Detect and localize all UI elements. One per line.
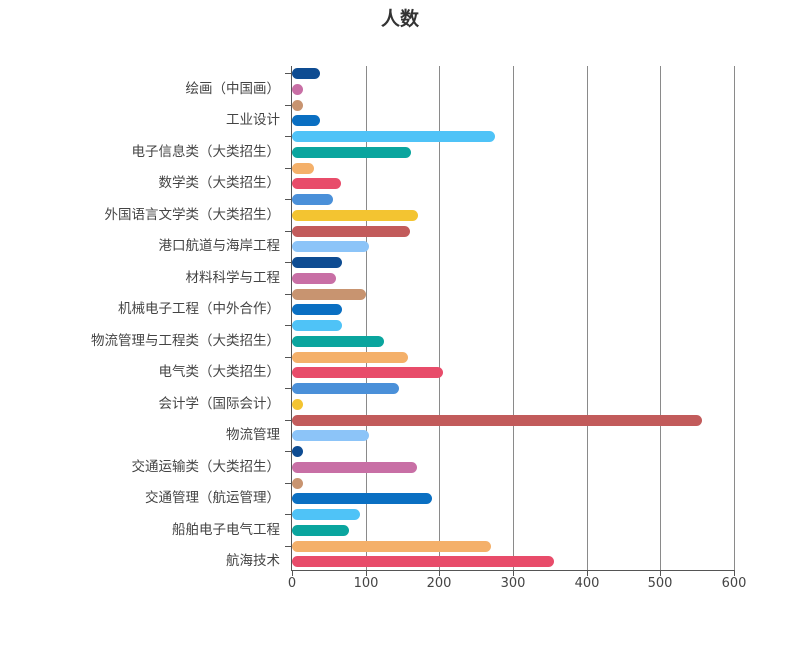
bar[interactable] xyxy=(292,320,343,331)
y-tick xyxy=(285,325,291,326)
bar[interactable] xyxy=(292,415,703,426)
bar[interactable] xyxy=(292,352,408,363)
x-tick xyxy=(734,570,735,576)
y-category-label: 会计学（国际会计） xyxy=(158,396,281,412)
bar[interactable] xyxy=(292,115,320,126)
y-tick xyxy=(285,546,291,547)
y-tick xyxy=(285,262,291,263)
y-tick xyxy=(285,231,291,232)
x-tick-label: 100 xyxy=(353,576,379,591)
bar[interactable] xyxy=(292,478,303,489)
bar[interactable] xyxy=(292,336,385,347)
bar[interactable] xyxy=(292,194,334,205)
x-tick xyxy=(366,570,367,576)
y-category-label: 数学类（大类招生） xyxy=(158,175,281,191)
x-tick xyxy=(439,570,440,576)
y-tick xyxy=(285,451,291,452)
y-category-label: 材料科学与工程 xyxy=(185,270,281,286)
y-tick xyxy=(285,357,291,358)
x-tick xyxy=(660,570,661,576)
bar[interactable] xyxy=(292,100,303,111)
y-tick xyxy=(285,294,291,295)
bar[interactable] xyxy=(292,241,370,252)
y-tick xyxy=(285,483,291,484)
gridline xyxy=(513,66,514,570)
y-category-label: 电气类（大类招生） xyxy=(158,364,281,380)
bar[interactable] xyxy=(292,399,304,410)
y-tick xyxy=(285,136,291,137)
bar[interactable] xyxy=(292,210,418,221)
x-tick-label: 200 xyxy=(426,576,452,591)
bar[interactable] xyxy=(292,163,315,174)
gridline xyxy=(587,66,588,570)
y-axis-line xyxy=(291,66,292,571)
y-tick xyxy=(285,514,291,515)
y-tick xyxy=(285,199,291,200)
bar[interactable] xyxy=(292,383,399,394)
y-category-label: 机械电子工程（中外合作） xyxy=(118,301,280,317)
gridline xyxy=(366,66,367,570)
x-tick xyxy=(587,570,588,576)
bar[interactable] xyxy=(292,226,410,237)
bar[interactable] xyxy=(292,289,366,300)
bar[interactable] xyxy=(292,541,491,552)
y-category-label: 航海技术 xyxy=(226,553,280,569)
x-tick xyxy=(292,570,293,576)
gridline xyxy=(660,66,661,570)
chart-title: 人数 xyxy=(380,8,419,30)
bar[interactable] xyxy=(292,84,303,95)
y-category-label: 船舶电子电气工程 xyxy=(172,522,280,538)
y-category-label: 港口航道与海岸工程 xyxy=(158,238,281,254)
bar[interactable] xyxy=(292,178,341,189)
bar[interactable] xyxy=(292,68,320,79)
x-tick-label: 300 xyxy=(500,576,526,591)
bar[interactable] xyxy=(292,273,337,284)
y-category-label: 交通管理（航运管理） xyxy=(145,490,280,506)
y-tick xyxy=(285,388,291,389)
gridline xyxy=(439,66,440,570)
y-category-label: 物流管理与工程类（大类招生） xyxy=(91,333,280,349)
bar[interactable] xyxy=(292,304,343,315)
x-tick-label: 600 xyxy=(721,576,747,591)
y-category-label: 绘画（中国画） xyxy=(185,81,281,97)
bar[interactable] xyxy=(292,525,350,536)
y-category-label: 交通运输类（大类招生） xyxy=(131,459,281,475)
x-tick-label: 500 xyxy=(647,576,673,591)
y-tick xyxy=(285,420,291,421)
y-category-label: 外国语言文学类（大类招生） xyxy=(104,207,281,223)
bar[interactable] xyxy=(292,147,412,158)
y-category-label: 工业设计 xyxy=(226,112,280,128)
x-tick xyxy=(513,570,514,576)
gridline xyxy=(734,66,735,570)
bar[interactable] xyxy=(292,556,554,567)
x-tick-label: 0 xyxy=(287,576,297,591)
bar[interactable] xyxy=(292,367,444,378)
bar[interactable] xyxy=(292,430,370,441)
bar[interactable] xyxy=(292,257,343,268)
y-category-label: 电子信息类（大类招生） xyxy=(131,144,281,160)
bar[interactable] xyxy=(292,131,495,142)
y-tick xyxy=(285,168,291,169)
bar[interactable] xyxy=(292,446,303,457)
y-tick xyxy=(285,105,291,106)
bar[interactable] xyxy=(292,493,432,504)
y-tick xyxy=(285,73,291,74)
y-category-label: 物流管理 xyxy=(226,427,280,443)
bar[interactable] xyxy=(292,509,360,520)
bar[interactable] xyxy=(292,462,418,473)
x-tick-label: 400 xyxy=(574,576,600,591)
